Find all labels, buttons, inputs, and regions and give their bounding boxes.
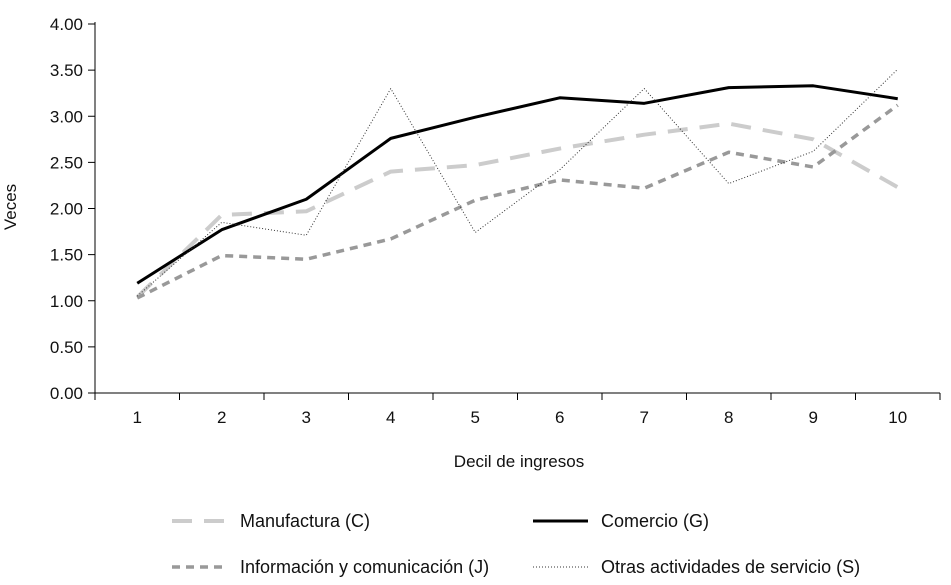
legend-label: Información y comunicación (J) [240, 557, 489, 577]
series-layer [135, 68, 899, 300]
y-tick-label: 4.00 [50, 15, 83, 34]
y-tick-label: 1.00 [50, 292, 83, 311]
y-tick-label: 2.50 [50, 153, 83, 172]
x-axis: 1 2 3 4 5 6 7 8 9 10 [94, 392, 941, 427]
x-axis-title: Decil de ingresos [454, 452, 584, 471]
x-tick-label: 2 [217, 408, 226, 427]
series-line-2 [136, 84, 898, 285]
y-tick-label: 3.00 [50, 107, 83, 126]
y-tick-label: 0.00 [50, 384, 83, 403]
x-tick-label: 10 [888, 408, 907, 427]
x-tick-label: 7 [640, 408, 649, 427]
x-tick-label: 1 [133, 408, 142, 427]
y-tick-label: 2.00 [50, 200, 83, 219]
x-tick-label: 9 [809, 408, 818, 427]
series-line-3 [136, 103, 899, 300]
x-tick-label: 8 [724, 408, 733, 427]
x-tick-label: 5 [471, 408, 480, 427]
x-tick-label: 4 [386, 408, 395, 427]
y-tick-label: 1.50 [50, 246, 83, 265]
legend-label: Otras actividades de servicio (S) [601, 557, 860, 577]
y-tick-label: 3.50 [50, 61, 83, 80]
y-tick-label: 0.50 [50, 338, 83, 357]
legend: Manufactura (C) Comercio (G) Información y… [172, 511, 860, 577]
y-axis: 0.00 0.50 1.00 1.50 2.00 2.50 3.00 3.50 4.00 [50, 15, 96, 403]
series-line-1 [135, 121, 899, 299]
y-axis-title: Veces [1, 184, 20, 230]
legend-label: Comercio (G) [601, 511, 709, 531]
x-tick-label: 3 [302, 408, 311, 427]
legend-label: Manufactura (C) [240, 511, 370, 531]
x-tick-label: 6 [555, 408, 564, 427]
series-line-4 [136, 68, 899, 297]
